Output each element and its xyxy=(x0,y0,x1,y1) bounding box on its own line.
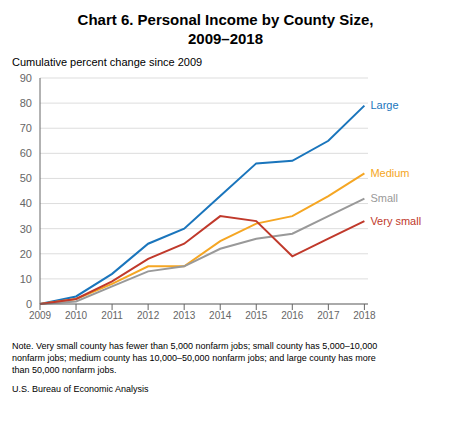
svg-text:Small: Small xyxy=(370,192,398,204)
svg-text:0: 0 xyxy=(26,298,32,310)
svg-text:Very small: Very small xyxy=(370,215,421,227)
html-text:Note. Very small county has fe: Note. Very small county has fewer than 5… xyxy=(12,341,378,351)
svg-text:2015: 2015 xyxy=(245,310,268,321)
svg-text:2016: 2016 xyxy=(281,310,304,321)
svg-text:90: 90 xyxy=(20,72,32,84)
svg-text:2011: 2011 xyxy=(101,310,123,321)
svg-text:10: 10 xyxy=(20,273,32,285)
svg-text:2014: 2014 xyxy=(209,310,232,321)
svg-text:2013: 2013 xyxy=(173,310,196,321)
svg-text:2012: 2012 xyxy=(137,310,160,321)
svg-text:2018: 2018 xyxy=(353,310,376,321)
html-text:2009–2018: 2009–2018 xyxy=(188,30,263,47)
svg-text:Large: Large xyxy=(370,99,398,111)
html-text:Cumulative percent change sinc: Cumulative percent change since 2009 xyxy=(12,56,203,68)
svg-text:2010: 2010 xyxy=(65,310,88,321)
html-text:Chart 6. Personal Income by Co: Chart 6. Personal Income by County Size, xyxy=(77,11,374,28)
svg-text:40: 40 xyxy=(20,197,32,209)
html-text:than 50,000 nonfarm jobs.: than 50,000 nonfarm jobs. xyxy=(12,365,117,375)
svg-text:70: 70 xyxy=(20,122,32,134)
svg-text:Medium: Medium xyxy=(370,167,409,179)
svg-text:30: 30 xyxy=(20,223,32,235)
svg-text:80: 80 xyxy=(20,97,32,109)
html-text:U.S. Bureau of Economic Analys: U.S. Bureau of Economic Analysis xyxy=(12,384,149,394)
svg-text:20: 20 xyxy=(20,248,32,260)
svg-text:60: 60 xyxy=(20,147,32,159)
svg-text:2017: 2017 xyxy=(317,310,340,321)
svg-text:50: 50 xyxy=(20,172,32,184)
svg-text:2009: 2009 xyxy=(29,310,52,321)
html-text:nonfarm jobs; medium county ha: nonfarm jobs; medium county has 10,000–5… xyxy=(12,353,376,363)
